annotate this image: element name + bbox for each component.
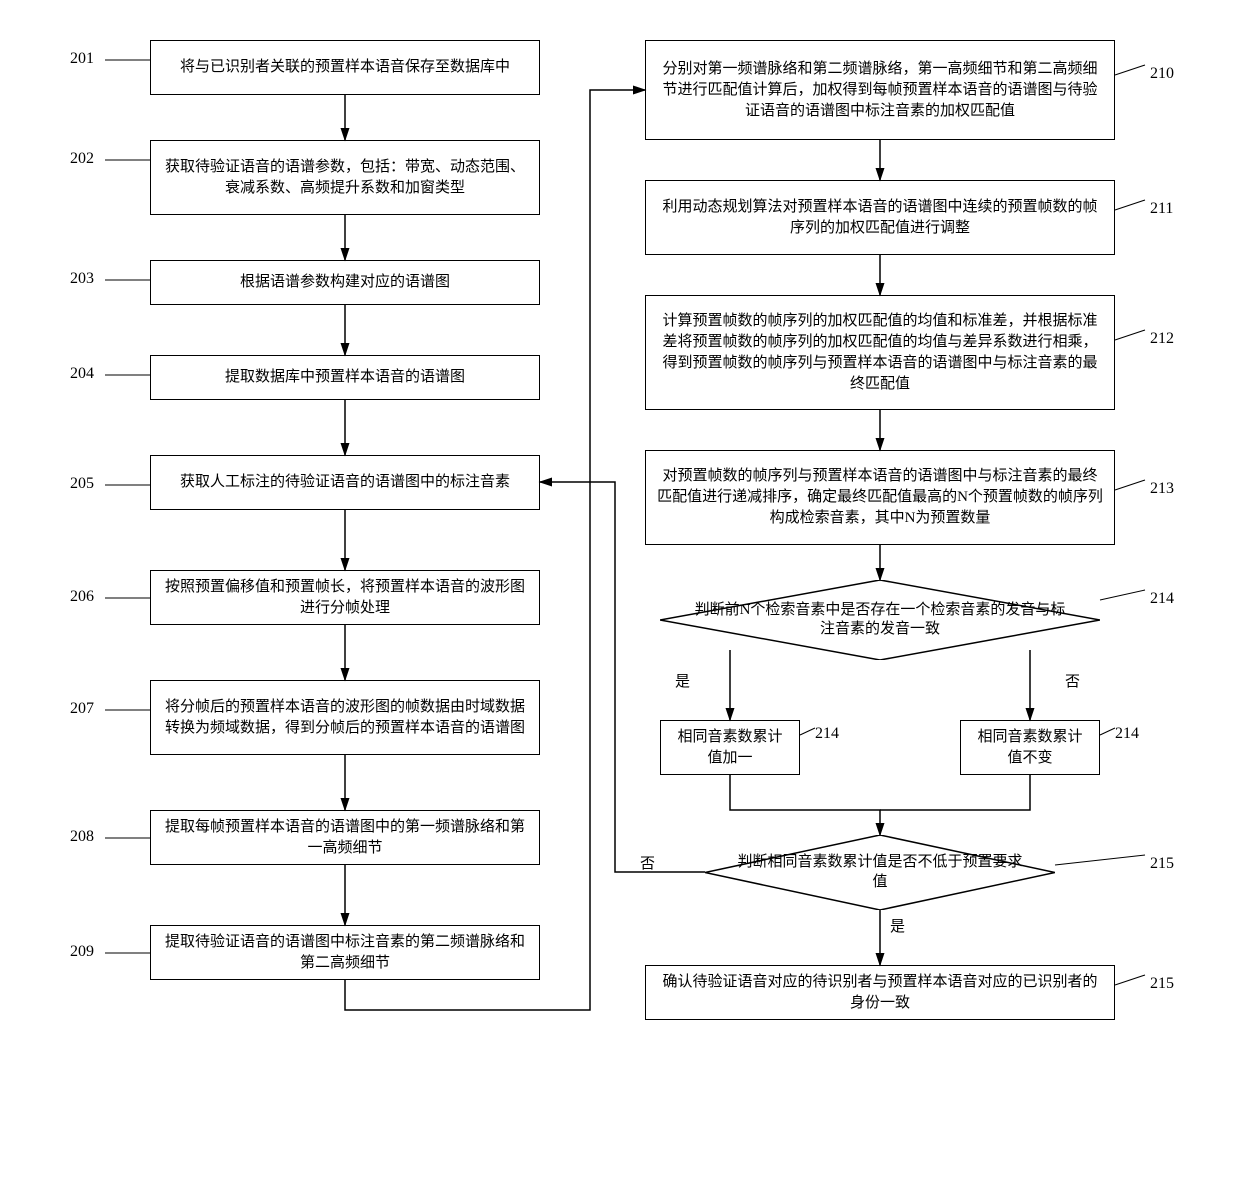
step-208: 提取每帧预置样本语音的语谱图中的第一频谱脉络和第一高频细节 — [150, 810, 540, 865]
step-text: 将与已识别者关联的预置样本语音保存至数据库中 — [180, 57, 510, 78]
step-210-num: 210 — [1150, 65, 1174, 83]
step-204: 提取数据库中预置样本语音的语谱图 — [150, 355, 540, 400]
step-214b-num: 214 — [1115, 725, 1139, 743]
step-203: 根据语谱参数构建对应的语谱图 — [150, 260, 540, 305]
step-207-num: 207 — [70, 700, 94, 718]
step-206: 按照预置偏移值和预置帧长，将预置样本语音的波形图进行分帧处理 — [150, 570, 540, 625]
step-text: 对预置帧数的帧序列与预置样本语音的语谱图中与标注音素的最终匹配值进行递减排序，确… — [656, 466, 1104, 529]
step-214b: 相同音素数累计值不变 — [960, 720, 1100, 775]
step-text: 计算预置帧数的帧序列的加权匹配值的均值和标准差，并根据标准差将预置帧数的帧序列的… — [656, 311, 1104, 395]
step-201-num: 201 — [70, 50, 94, 68]
step-212: 计算预置帧数的帧序列的加权匹配值的均值和标准差，并根据标准差将预置帧数的帧序列的… — [645, 295, 1115, 410]
step-206-num: 206 — [70, 588, 94, 606]
step-213: 对预置帧数的帧序列与预置样本语音的语谱图中与标注音素的最终匹配值进行递减排序，确… — [645, 450, 1115, 545]
step-text: 分别对第一频谱脉络和第二频谱脉络，第一高频细节和第二高频细节进行匹配值计算后，加… — [656, 59, 1104, 122]
step-215-num: 215 — [1150, 855, 1174, 873]
step-text: 提取待验证语音的语谱图中标注音素的第二频谱脉络和第二高频细节 — [161, 932, 529, 974]
step-211-num: 211 — [1150, 200, 1173, 218]
step-text: 确认待验证语音对应的待识别者与预置样本语音对应的已识别者的身份一致 — [656, 972, 1104, 1014]
step-text: 将分帧后的预置样本语音的波形图的帧数据由时域数据转换为频域数据，得到分帧后的预置… — [161, 697, 529, 739]
decision-215: 判断相同音素数累计值是否不低于预置要求值 — [705, 835, 1055, 910]
step-204-num: 204 — [70, 365, 94, 383]
step-209-num: 209 — [70, 943, 94, 961]
step-text: 按照预置偏移值和预置帧长，将预置样本语音的波形图进行分帧处理 — [161, 577, 529, 619]
yes-label-214: 是 — [675, 670, 690, 691]
step-209: 提取待验证语音的语谱图中标注音素的第二频谱脉络和第二高频细节 — [150, 925, 540, 980]
step-214-num: 214 — [1150, 590, 1174, 608]
step-text: 利用动态规划算法对预置样本语音的语谱图中连续的预置帧数的帧序列的加权匹配值进行调… — [656, 197, 1104, 239]
step-201: 将与已识别者关联的预置样本语音保存至数据库中 — [150, 40, 540, 95]
step-205-num: 205 — [70, 475, 94, 493]
step-text: 提取每帧预置样本语音的语谱图中的第一频谱脉络和第一高频细节 — [161, 817, 529, 859]
step-210: 分别对第一频谱脉络和第二频谱脉络，第一高频细节和第二高频细节进行匹配值计算后，加… — [645, 40, 1115, 140]
decision-text: 判断前N个检索音素中是否存在一个检索音素的发音与标注音素的发音一致 — [660, 601, 1100, 640]
step-215a-num: 215 — [1150, 975, 1174, 993]
step-215a: 确认待验证语音对应的待识别者与预置样本语音对应的已识别者的身份一致 — [645, 965, 1115, 1020]
step-text: 相同音素数累计值加一 — [671, 727, 789, 769]
step-text: 获取人工标注的待验证语音的语谱图中的标注音素 — [180, 472, 510, 493]
decision-214: 判断前N个检索音素中是否存在一个检索音素的发音与标注音素的发音一致 — [660, 580, 1100, 660]
step-211: 利用动态规划算法对预置样本语音的语谱图中连续的预置帧数的帧序列的加权匹配值进行调… — [645, 180, 1115, 255]
step-207: 将分帧后的预置样本语音的波形图的帧数据由时域数据转换为频域数据，得到分帧后的预置… — [150, 680, 540, 755]
step-text: 提取数据库中预置样本语音的语谱图 — [225, 367, 465, 388]
step-text: 根据语谱参数构建对应的语谱图 — [240, 272, 450, 293]
yes-label-215: 是 — [890, 915, 905, 936]
step-202: 获取待验证语音的语谱参数，包括：带宽、动态范围、衰减系数、高频提升系数和加窗类型 — [150, 140, 540, 215]
step-213-num: 213 — [1150, 480, 1174, 498]
no-label-215: 否 — [640, 852, 655, 873]
step-203-num: 203 — [70, 270, 94, 288]
step-text: 相同音素数累计值不变 — [971, 727, 1089, 769]
step-208-num: 208 — [70, 828, 94, 846]
decision-text: 判断相同音素数累计值是否不低于预置要求值 — [705, 853, 1055, 892]
step-214a: 相同音素数累计值加一 — [660, 720, 800, 775]
step-text: 获取待验证语音的语谱参数，包括：带宽、动态范围、衰减系数、高频提升系数和加窗类型 — [161, 157, 529, 199]
no-label-214: 否 — [1065, 670, 1080, 691]
step-205: 获取人工标注的待验证语音的语谱图中的标注音素 — [150, 455, 540, 510]
step-214a-num: 214 — [815, 725, 839, 743]
step-202-num: 202 — [70, 150, 94, 168]
step-212-num: 212 — [1150, 330, 1174, 348]
